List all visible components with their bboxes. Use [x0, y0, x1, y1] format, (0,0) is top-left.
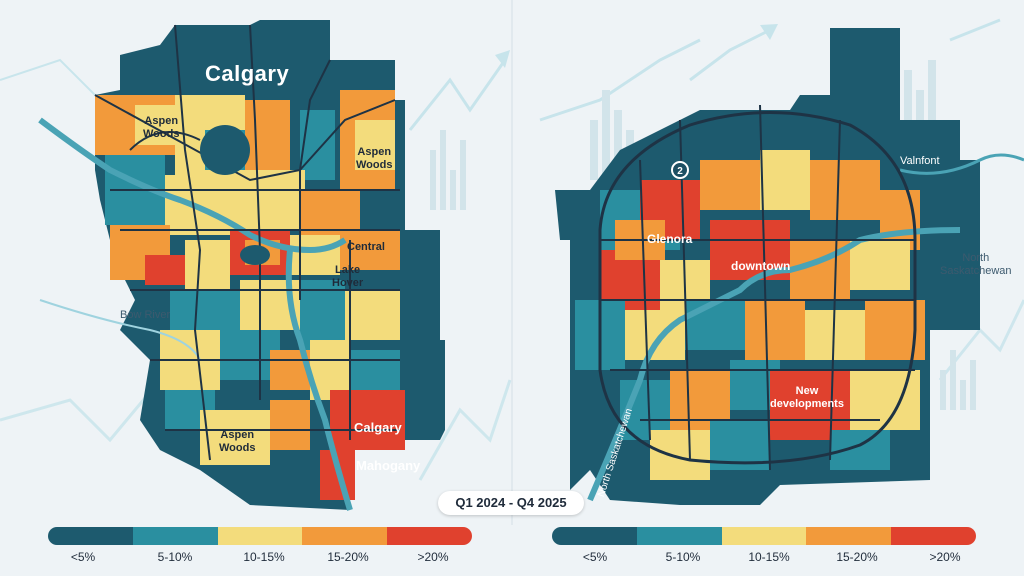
- legend-label-gt20: >20%: [417, 550, 449, 564]
- label-central: Central: [347, 241, 385, 253]
- map-title-calgary: Calgary: [205, 61, 290, 86]
- legend-swatch-lt5: [552, 527, 637, 545]
- edmonton-map: 2: [555, 28, 1024, 505]
- legend-swatch-10-15: [721, 527, 807, 545]
- legend-swatch-gt20: [891, 527, 976, 545]
- legend-left: <5% 5-10% 10-15% 15-20% >20%: [48, 527, 472, 567]
- legend-swatch-5-10: [132, 527, 218, 545]
- legend-swatch-15-20: [302, 527, 388, 545]
- legend-swatch-15-20: [806, 527, 892, 545]
- legend-color-bar: [552, 527, 976, 545]
- legend-right: <5% 5-10% 10-15% 15-20% >20%: [552, 527, 976, 567]
- calgary-lakes: [200, 125, 270, 265]
- label-aspen-woods-nw: Aspen Woods: [143, 115, 180, 140]
- legend-label-15-20: 15-20%: [327, 550, 369, 564]
- label-downtown: downtown: [731, 259, 791, 273]
- svg-text:2: 2: [677, 166, 683, 177]
- label-mahogany: Mahogany: [356, 458, 421, 473]
- legend-swatch-lt5: [48, 527, 133, 545]
- label-north-saskatchewan: North Saskatchewan: [940, 252, 1012, 277]
- legend-label-5-10: 5-10%: [665, 550, 701, 564]
- route-marker: 2: [671, 161, 689, 179]
- legend-label-gt20: >20%: [929, 550, 961, 564]
- legend-label-15-20: 15-20%: [836, 550, 878, 564]
- label-glenora: Glenora: [647, 232, 693, 246]
- legend-swatch-5-10: [636, 527, 722, 545]
- legend-label-lt5: <5%: [70, 550, 96, 564]
- calgary-map: [38, 20, 445, 511]
- label-valnfont: Valnfont: [900, 155, 940, 167]
- label-lake-hover: Lake Hover: [332, 264, 364, 289]
- legend-swatch-10-15: [217, 527, 303, 545]
- label-aspen-woods-ne: Aspen Woods: [356, 146, 393, 171]
- calgary-roads: [94, 24, 400, 461]
- label-aspen-woods-s: Aspen Woods: [219, 429, 256, 454]
- legend-color-bar: [48, 527, 472, 545]
- legend-label-5-10: 5-10%: [157, 550, 193, 564]
- legend-label-lt5: <5%: [582, 550, 608, 564]
- legend-label-10-15: 10-15%: [748, 550, 790, 564]
- legend-label-10-15: 10-15%: [243, 550, 285, 564]
- label-calgary-hotspot: Calgary: [354, 420, 402, 435]
- label-bow-river: Bow River: [120, 309, 171, 321]
- bow-river-line: [38, 117, 347, 254]
- label-new-developments: New developments: [770, 385, 844, 410]
- date-range-badge: Q1 2024 - Q4 2025: [438, 491, 584, 515]
- elbow-river-line: [285, 249, 353, 511]
- legend-swatch-gt20: [387, 527, 472, 545]
- edmonton-roads: [598, 104, 917, 471]
